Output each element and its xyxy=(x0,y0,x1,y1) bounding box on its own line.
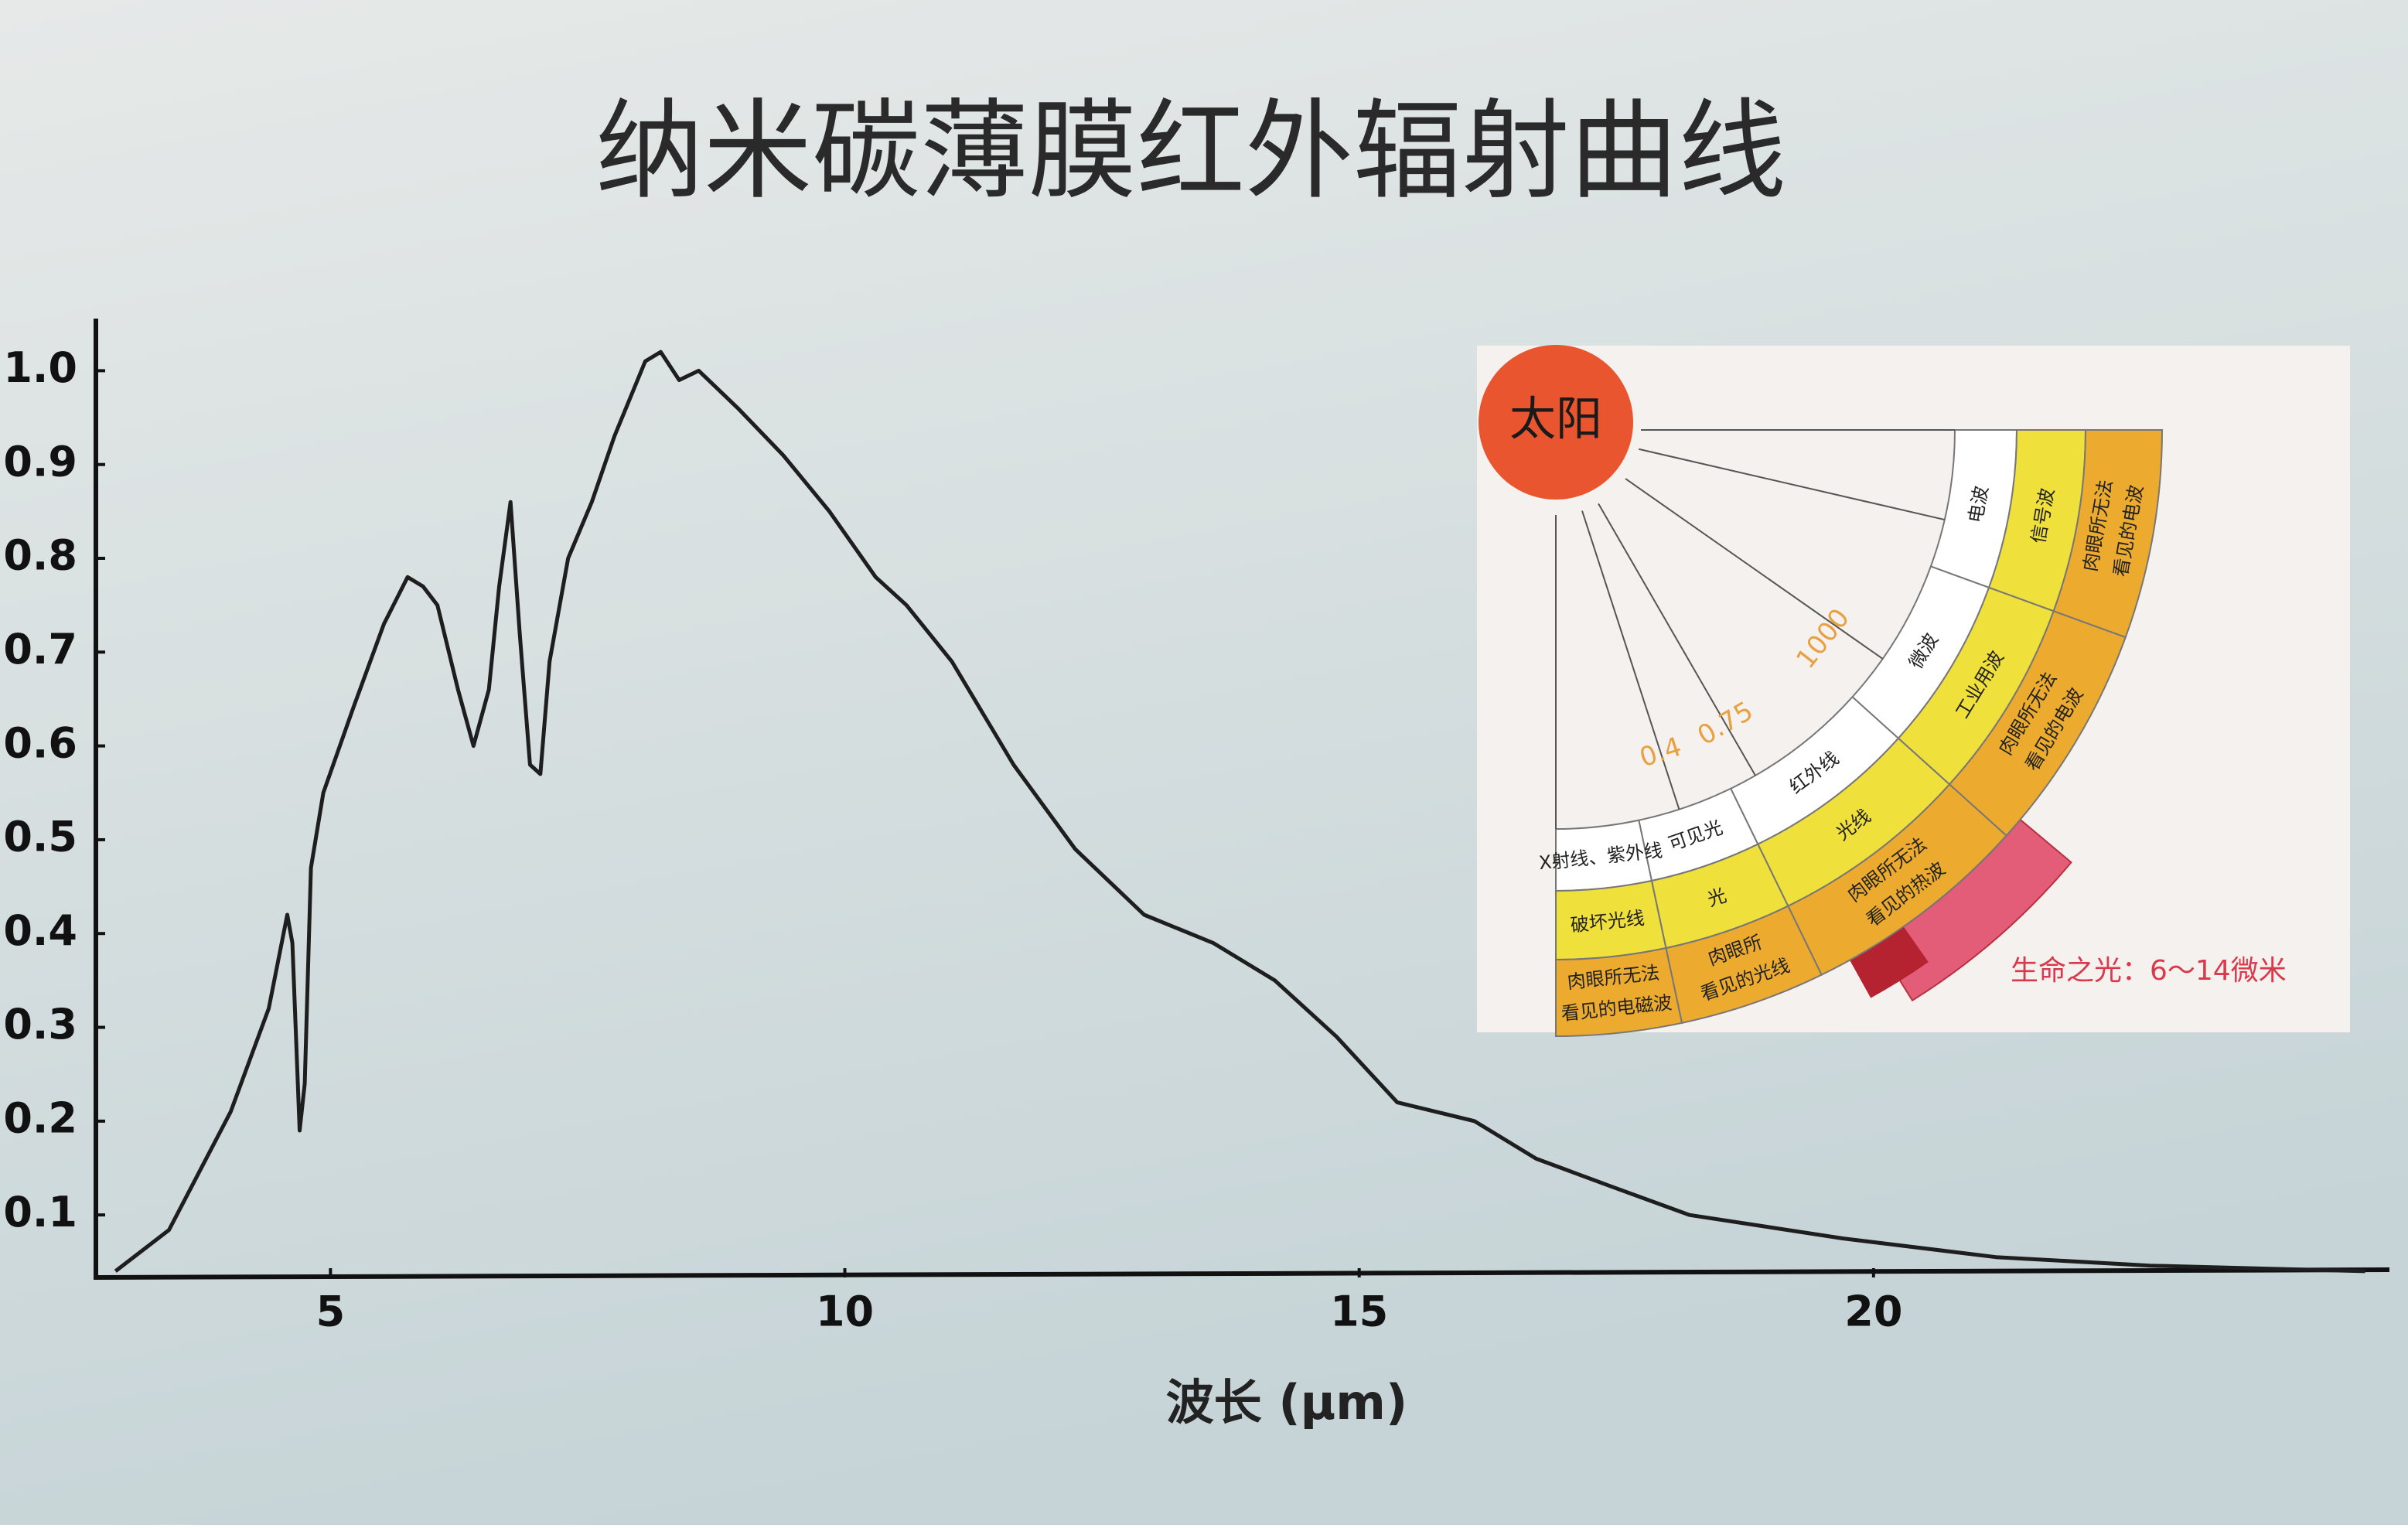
sun xyxy=(1479,345,1633,500)
ray xyxy=(1598,503,1756,776)
y-tick-label: 0.5 xyxy=(3,813,77,861)
data-line xyxy=(114,350,2365,1274)
y-tick-label: 0.9 xyxy=(3,437,77,486)
sun-label: 太阳 xyxy=(1509,393,1602,447)
ray xyxy=(1581,510,1680,810)
x-tick-label: 20 xyxy=(1844,1288,1902,1336)
y-tick-label: 0.4 xyxy=(3,906,77,955)
y-tick-label: 0.7 xyxy=(3,625,77,674)
x-axis-label: 波长 (μm) xyxy=(1166,1374,1407,1431)
x-axis xyxy=(93,1267,2390,1280)
life-band-dark xyxy=(1850,926,1929,998)
ray xyxy=(1625,478,1884,660)
band-orange xyxy=(1555,946,1683,1038)
y-tick-label: 0.3 xyxy=(3,1000,77,1049)
y-tick-label: 0.1 xyxy=(3,1188,77,1236)
y-tick-label: 0.6 xyxy=(3,718,77,767)
x-tick-label: 5 xyxy=(316,1288,346,1336)
ray xyxy=(1638,448,1945,521)
x-tick-label: 10 xyxy=(816,1288,874,1336)
inset-caption: 生命之光：6～14微米 xyxy=(2011,955,2287,987)
x-tick-label: 15 xyxy=(1330,1288,1388,1336)
y-tick-label: 0.8 xyxy=(3,531,77,580)
y-tick-label: 0.2 xyxy=(3,1093,77,1142)
chart-title: 纳米碳薄膜红外辐射曲线 xyxy=(595,89,1786,215)
y-tick-label: 1.0 xyxy=(3,343,77,392)
